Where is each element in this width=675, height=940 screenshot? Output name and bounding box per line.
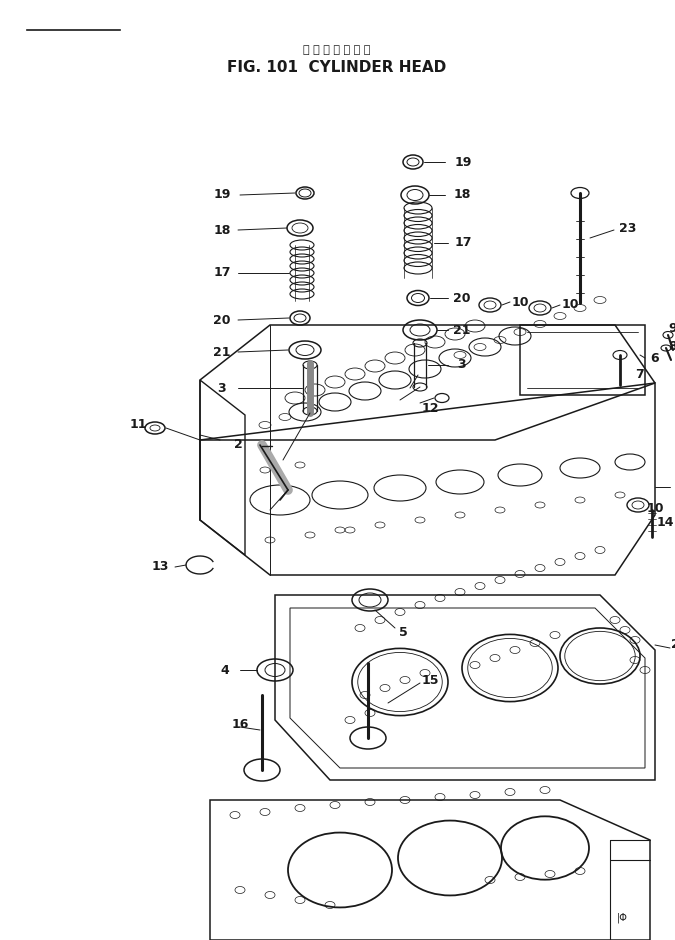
Text: 18: 18 <box>454 189 470 201</box>
Text: 20: 20 <box>453 291 470 305</box>
Text: 15: 15 <box>421 673 439 686</box>
Text: 3: 3 <box>217 382 226 395</box>
Text: 8: 8 <box>669 339 675 352</box>
Text: |Φ: |Φ <box>616 913 628 923</box>
Text: 7: 7 <box>636 368 645 382</box>
Text: 20: 20 <box>213 314 231 326</box>
Text: 18: 18 <box>213 224 231 237</box>
Text: 12: 12 <box>421 401 439 415</box>
Text: 9: 9 <box>669 321 675 335</box>
Text: 16: 16 <box>232 718 248 731</box>
Text: 17: 17 <box>454 237 472 249</box>
Text: 6: 6 <box>651 352 659 365</box>
Text: 2: 2 <box>234 438 242 451</box>
Text: FIG. 101  CYLINDER HEAD: FIG. 101 CYLINDER HEAD <box>227 60 447 75</box>
Text: 21: 21 <box>453 323 470 337</box>
Text: 14: 14 <box>656 516 674 529</box>
Text: 5: 5 <box>399 625 408 638</box>
Text: 3: 3 <box>458 358 466 371</box>
Text: 10: 10 <box>511 295 529 308</box>
Text: シ リ ン ダ ヘ ッ ド: シ リ ン ダ ヘ ッ ド <box>303 45 371 55</box>
Text: 23: 23 <box>620 222 637 234</box>
Text: 10: 10 <box>561 299 578 311</box>
Text: 19: 19 <box>454 155 472 168</box>
Text: 1: 1 <box>674 480 675 494</box>
Text: 13: 13 <box>151 560 169 573</box>
Text: 17: 17 <box>213 267 231 279</box>
Text: 4: 4 <box>221 664 230 677</box>
Text: 19: 19 <box>213 189 231 201</box>
Text: 21: 21 <box>213 346 231 358</box>
Text: 11: 11 <box>129 418 146 431</box>
Text: 10: 10 <box>646 502 664 514</box>
Text: 22: 22 <box>671 638 675 651</box>
